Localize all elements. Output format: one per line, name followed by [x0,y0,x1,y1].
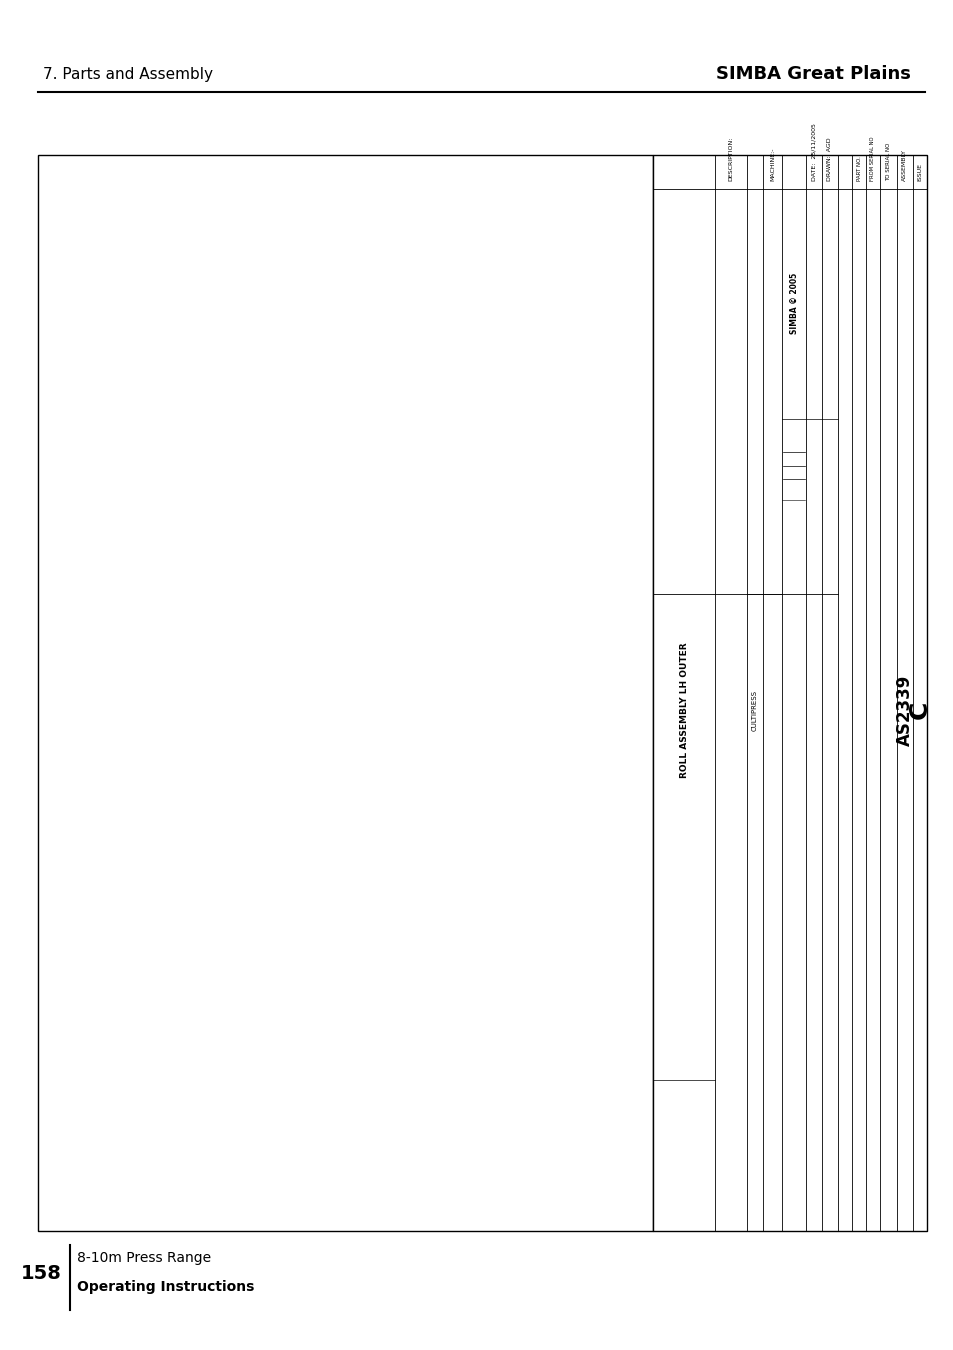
Bar [38,155,653,1231]
Text: C: C [907,701,931,720]
Bar [653,155,926,1231]
Text: FROM SERIAL NO: FROM SERIAL NO [869,136,875,181]
Text: 7. Parts and Assembly: 7. Parts and Assembly [43,66,213,82]
Text: Operating Instructions: Operating Instructions [77,1280,254,1293]
Text: MACHINE:-: MACHINE:- [769,147,775,181]
Text: SIMBA © 2005: SIMBA © 2005 [789,273,798,335]
Text: 158: 158 [21,1264,62,1282]
Text: 8-10m Press Range: 8-10m Press Range [77,1251,212,1265]
Text: PART NO.: PART NO. [856,157,861,181]
Text: ROLL ASSEMBLY LH OUTER: ROLL ASSEMBLY LH OUTER [679,643,688,778]
Text: ASSEMBLY: ASSEMBLY [902,148,906,181]
Text: TO SERIAL NO: TO SERIAL NO [884,143,890,181]
Text: DESCRIPTION:: DESCRIPTION: [728,136,733,181]
Text: DRAWN:  AGD: DRAWN: AGD [826,138,832,181]
Text: DATE:  25/11/2005: DATE: 25/11/2005 [811,123,816,181]
Text: SIMBA Great Plains: SIMBA Great Plains [716,65,910,84]
Text: CULTIPRESS: CULTIPRESS [751,690,758,730]
Text: ISSUE: ISSUE [917,163,922,181]
Text: AS2339: AS2339 [895,675,913,745]
